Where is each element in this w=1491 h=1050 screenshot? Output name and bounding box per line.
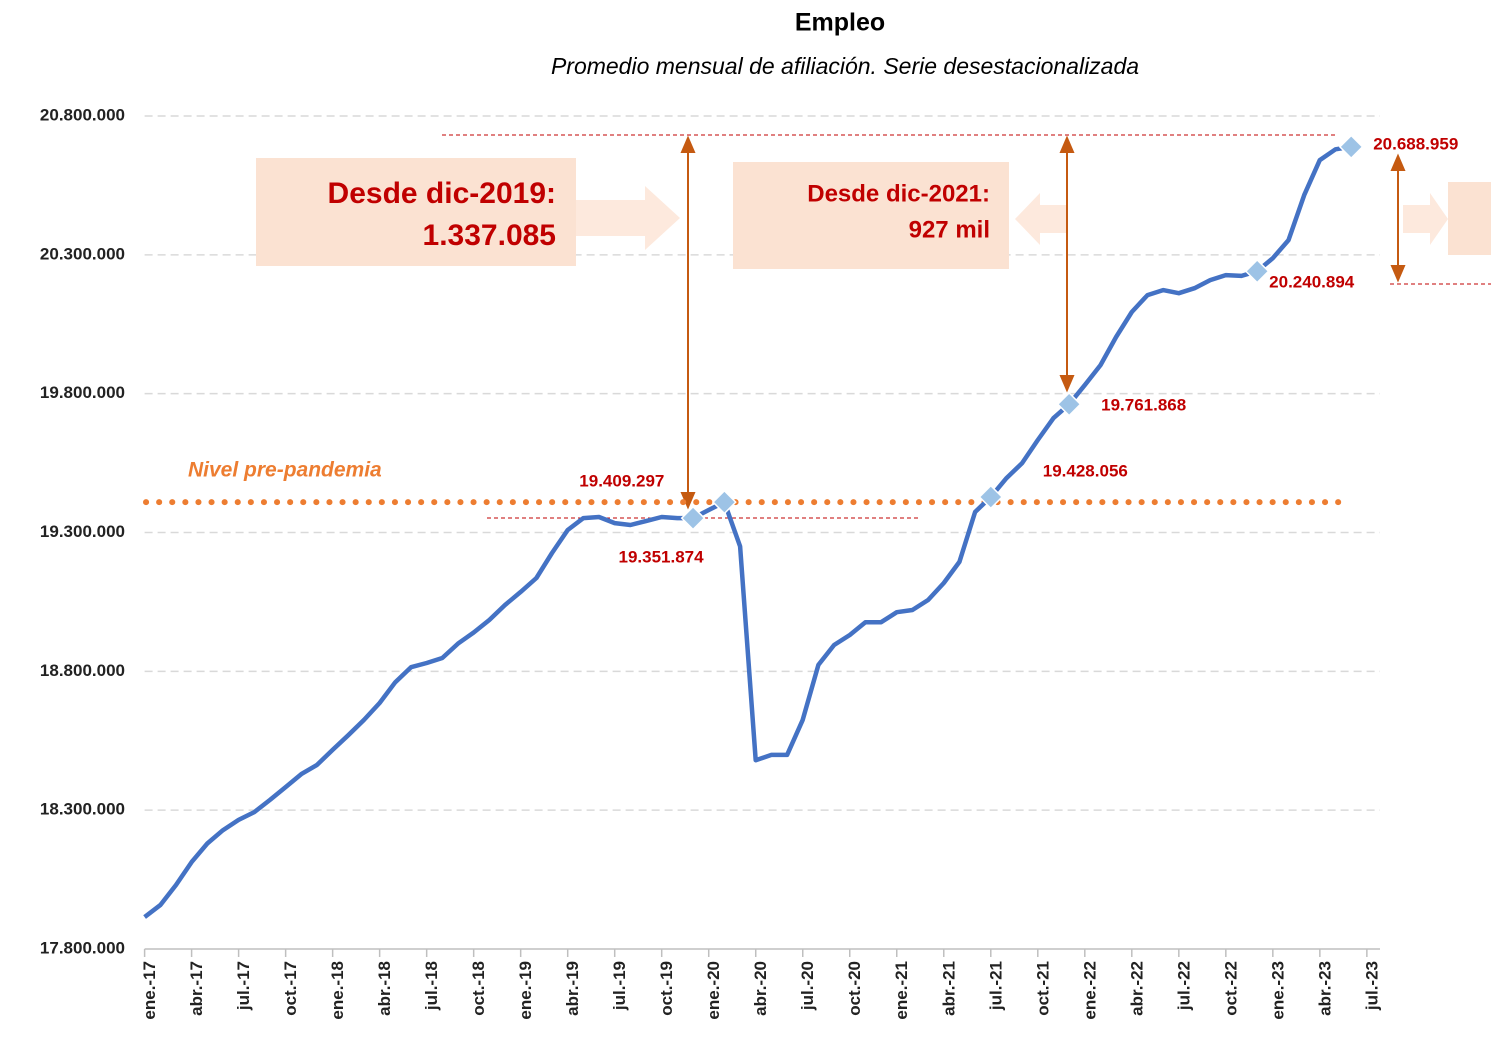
arrow-head [1059, 375, 1075, 393]
x-tick-group: abr.-23 [1315, 961, 1334, 1016]
arrow-shape [1015, 193, 1068, 245]
x-tick-label: oct.-22 [1221, 961, 1240, 1016]
y-tick-label: 18.300.000 [40, 800, 125, 819]
x-tick-group: ene.-17 [140, 961, 159, 1020]
x-tick-label: ene.-19 [516, 961, 535, 1020]
x-tick-label: ene.-22 [1080, 961, 1099, 1020]
x-tick-group: oct.-20 [845, 961, 864, 1016]
x-tick-label: abr.-22 [1127, 961, 1146, 1016]
x-tick-group: jul.-23 [1362, 961, 1381, 1011]
pre-pandemic-label: Nivel pre-pandemia [188, 459, 382, 482]
box [256, 158, 576, 266]
box-text: 1.337.085 [423, 219, 556, 252]
x-tick-group: ene.-20 [704, 961, 723, 1020]
x-tick-label: oct.-17 [281, 961, 300, 1016]
data-label: 19.428.056 [1043, 461, 1128, 480]
x-tick-group: jul.-20 [798, 961, 817, 1011]
annotations: Desde dic-2019: 1.337.085 Desde dic-2021… [188, 134, 1491, 519]
x-tick-group: oct.-18 [469, 961, 488, 1016]
box-text: 927 mil [909, 216, 990, 243]
data-label: 20.240.894 [1269, 273, 1355, 292]
x-tick-label: abr.-17 [187, 961, 206, 1016]
y-tick-label: 20.800.000 [40, 105, 125, 124]
x-tick-label: ene.-23 [1268, 961, 1287, 1020]
x-tick-label: jul.-18 [422, 961, 441, 1011]
x-tick-label: ene.-21 [892, 961, 911, 1020]
x-tick-label: jul.-20 [798, 961, 817, 1011]
data-label: 19.761.868 [1101, 396, 1186, 415]
highlight-marker [1244, 258, 1270, 284]
x-tick-label: jul.-19 [610, 961, 629, 1011]
highlight-marker [978, 484, 1004, 510]
x-tick-group: oct.-22 [1221, 961, 1240, 1016]
arrow-shape [576, 186, 680, 250]
data-label: 20.688.959 [1373, 134, 1458, 153]
x-tick-label: abr.-23 [1315, 961, 1334, 1016]
x-tick-label: ene.-18 [328, 961, 347, 1020]
highlight-marker [712, 489, 737, 515]
y-tick-label: 18.800.000 [40, 661, 125, 680]
x-tick-group: jul.-22 [1174, 961, 1193, 1011]
x-tick-group: ene.-21 [892, 961, 911, 1020]
data-label: 19.351.874 [619, 548, 705, 567]
x-tick-group: jul.-19 [610, 961, 629, 1011]
x-tick-label: oct.-20 [845, 961, 864, 1016]
y-tick-label: 19.300.000 [40, 522, 125, 541]
box-text: Desde dic-2021: [807, 180, 990, 207]
highlight-marker [1338, 134, 1364, 160]
x-tick-group: abr.-17 [187, 961, 206, 1016]
x-tick-label: oct.-18 [469, 961, 488, 1016]
y-tick-label: 17.800.000 [40, 938, 125, 957]
x-tick-group: abr.-21 [939, 961, 958, 1016]
x-tick-group: jul.-21 [986, 961, 1005, 1011]
x-tick-group: abr.-19 [563, 961, 582, 1016]
x-tick-group: ene.-23 [1268, 961, 1287, 1020]
x-tick-label: jul.-21 [986, 961, 1005, 1011]
box [1448, 182, 1491, 255]
x-tick-label: jul.-23 [1362, 961, 1381, 1011]
highlight-marker [1056, 391, 1082, 417]
x-tick-group: ene.-22 [1080, 961, 1099, 1020]
arrow-shape [1403, 193, 1448, 245]
chart-title: Empleo [795, 9, 885, 37]
arrow-head [1390, 265, 1406, 283]
arrow-head [1059, 135, 1075, 153]
x-tick-label: oct.-21 [1033, 961, 1052, 1016]
x-tick-label: abr.-18 [375, 961, 394, 1016]
x-tick-group: jul.-18 [422, 961, 441, 1011]
arrow-head [680, 135, 696, 153]
chart-subtitle: Promedio mensual de afiliación. Serie de… [551, 53, 1139, 79]
arrow-head [1390, 153, 1406, 171]
x-tick-group: oct.-21 [1033, 961, 1052, 1016]
x-tick-label: ene.-17 [140, 961, 159, 1020]
x-tick-group: oct.-17 [281, 961, 300, 1016]
series-line [143, 144, 1352, 919]
highlight-marker [680, 505, 706, 531]
data-label: 19.409.297 [579, 472, 664, 491]
x-tick-label: abr.-21 [939, 961, 958, 1016]
x-tick-group: jul.-17 [234, 961, 253, 1011]
x-tick-label: abr.-20 [751, 961, 770, 1016]
box-text: Desde dic-2019: [328, 177, 556, 210]
x-tick-group: abr.-22 [1127, 961, 1146, 1016]
x-tick-group: ene.-19 [516, 961, 535, 1020]
x-tick-label: oct.-19 [657, 961, 676, 1016]
box [733, 162, 1009, 269]
x-tick-group: oct.-19 [657, 961, 676, 1016]
x-tick-label: jul.-17 [234, 961, 253, 1011]
x-tick-label: abr.-19 [563, 961, 582, 1016]
y-tick-label: 19.800.000 [40, 383, 125, 402]
x-tick-label: ene.-20 [704, 961, 723, 1020]
x-tick-group: abr.-18 [375, 961, 394, 1016]
x-tick-group: abr.-20 [751, 961, 770, 1016]
x-tick-group: ene.-18 [328, 961, 347, 1020]
y-tick-label: 20.300.000 [40, 244, 125, 263]
x-tick-label: jul.-22 [1174, 961, 1193, 1011]
